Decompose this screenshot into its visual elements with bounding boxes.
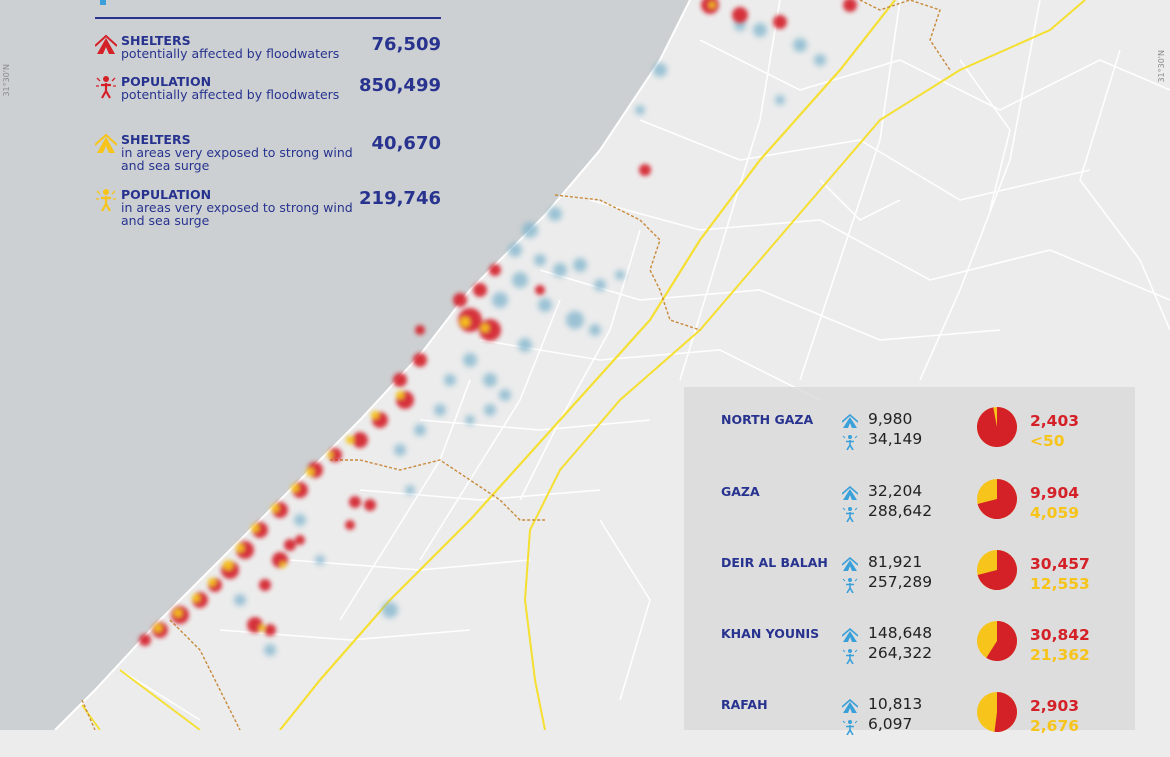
legend-item-population-flood: POPULATION potentially affected by flood…: [95, 75, 441, 105]
legend-desc: potentially affected by floodwaters: [121, 87, 340, 102]
exposure-pie-chart: [977, 550, 1017, 590]
shelter-sites: [234, 19, 826, 656]
governorate-name: DEIR AL BALAH: [721, 555, 828, 570]
legend-value: 850,499: [359, 75, 441, 96]
wind-exposed-count: <50: [1030, 432, 1065, 450]
latitude-label-left: 31°30'N: [2, 64, 11, 97]
governorate-row: NORTH GAZA 9,980 34,149 2,403 <50: [684, 407, 1135, 472]
flood-affected-count: 2,403: [1030, 412, 1080, 430]
governorate-stats-panel: NORTH GAZA 9,980 34,149 2,403 <50 GAZA 32,204 2…: [684, 387, 1135, 736]
shelter-count: 9,980: [868, 410, 913, 428]
shelter-count: 32,204: [868, 482, 923, 500]
legend-panel: SHELTERS potentially affected by floodwa…: [95, 0, 441, 240]
legend-value: 76,509: [371, 34, 441, 55]
population-icon: [842, 719, 858, 736]
flood-exposure-hotspots: [139, 0, 857, 646]
legend-item-population-exposed: POPULATION in areas very exposed to stro…: [95, 188, 441, 230]
legend-title: SHELTERS: [121, 33, 191, 48]
governorate-name: GAZA: [721, 484, 760, 499]
shelter-count: 148,648: [868, 624, 933, 642]
legend-item-shelters-flood: SHELTERS potentially affected by floodwa…: [95, 34, 441, 64]
map-background: [0, 0, 1170, 730]
main-road: [279, 0, 896, 730]
legend-title: POPULATION: [121, 74, 212, 89]
governorate-row: KHAN YOUNIS 148,648 264,322 30,842 21,362: [684, 621, 1135, 686]
exposure-pie-chart: [977, 692, 1017, 732]
wind-exposed-count: 12,553: [1030, 575, 1090, 593]
population-count: 6,097: [868, 715, 913, 733]
flood-affected-count: 30,457: [1030, 555, 1090, 573]
population-count: 257,289: [868, 573, 933, 591]
shelter-count: 81,921: [868, 553, 923, 571]
governorate-row: GAZA 32,204 288,642 9,904 4,059: [684, 479, 1135, 544]
legend-title: POPULATION: [121, 187, 212, 202]
shelter-icon: [841, 413, 859, 430]
pie-slice-flood: [994, 692, 1017, 732]
legend-divider: [95, 17, 441, 19]
flood-affected-count: 30,842: [1030, 626, 1090, 644]
pie-slice-flood: [977, 407, 1017, 447]
governorate-name: KHAN YOUNIS: [721, 626, 820, 641]
population-icon: [842, 506, 858, 523]
population-icon: [842, 434, 858, 451]
legend-top-icon: [100, 0, 106, 5]
legend-item-shelters-exposed: SHELTERS in areas very exposed to strong…: [95, 133, 441, 175]
flood-affected-count: 2,903: [1030, 697, 1080, 715]
governorate-boundaries: [81, 0, 951, 730]
exposure-pie-chart: [977, 621, 1017, 661]
legend-value: 219,746: [359, 188, 441, 209]
person-yellow-icon: [96, 189, 116, 212]
shelter-icon: [841, 485, 859, 502]
pie-slice-flood: [977, 479, 1017, 519]
main-road-3: [119, 669, 201, 730]
legend-value: 40,670: [371, 133, 441, 154]
wind-exposed-count: 21,362: [1030, 646, 1090, 664]
population-icon: [842, 577, 858, 594]
legend-desc: in areas very exposed to strong wind and…: [121, 145, 353, 173]
pie-slice-flood: [977, 550, 1017, 590]
governorate-row: DEIR AL BALAH 81,921 257,289 30,457 12,553: [684, 550, 1135, 615]
population-count: 264,322: [868, 644, 933, 662]
pie-slice-flood: [986, 621, 1017, 661]
shelter-icon: [841, 698, 859, 715]
flood-affected-count: 9,904: [1030, 484, 1080, 502]
sea-area: [0, 0, 690, 730]
shelter-icon: [841, 556, 859, 573]
exposure-pie-chart: [977, 407, 1017, 447]
wind-exposed-count: 2,676: [1030, 717, 1080, 735]
legend-desc: in areas very exposed to strong wind and…: [121, 200, 353, 228]
governorate-name: RAFAH: [721, 697, 768, 712]
main-road-4: [81, 704, 101, 730]
governorate-name: NORTH GAZA: [721, 412, 814, 427]
latitude-label-right: 31°30'N: [1157, 50, 1166, 83]
population-count: 34,149: [868, 430, 923, 448]
tent-yellow-icon: [95, 133, 117, 153]
shelter-icon: [841, 627, 859, 644]
street-network: [119, 0, 1170, 721]
person-red-icon: [96, 76, 116, 99]
shelter-count: 10,813: [868, 695, 923, 713]
wind-exposed-count: 4,059: [1030, 504, 1080, 522]
exposure-pie-chart: [977, 479, 1017, 519]
population-count: 288,642: [868, 502, 933, 520]
population-icon: [842, 648, 858, 665]
tent-red-icon: [95, 34, 117, 54]
legend-title: SHELTERS: [121, 132, 191, 147]
legend-desc: potentially affected by floodwaters: [121, 46, 340, 61]
coastline: [54, 0, 691, 730]
governorate-row: RAFAH 10,813 6,097 2,903 2,676: [684, 692, 1135, 757]
